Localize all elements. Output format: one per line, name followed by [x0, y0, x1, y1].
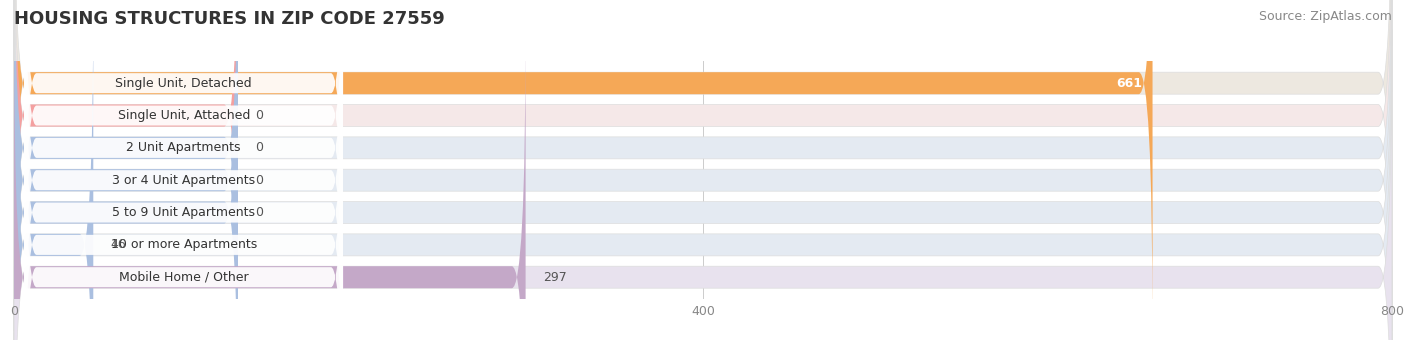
FancyBboxPatch shape: [14, 0, 1153, 331]
FancyBboxPatch shape: [24, 0, 343, 340]
FancyBboxPatch shape: [14, 0, 1392, 340]
FancyBboxPatch shape: [14, 0, 238, 340]
Text: 2 Unit Apartments: 2 Unit Apartments: [127, 141, 240, 154]
FancyBboxPatch shape: [14, 30, 1392, 340]
FancyBboxPatch shape: [24, 0, 343, 300]
Text: Single Unit, Attached: Single Unit, Attached: [118, 109, 250, 122]
FancyBboxPatch shape: [14, 0, 1392, 340]
Text: 661: 661: [1116, 77, 1142, 90]
FancyBboxPatch shape: [14, 0, 1392, 331]
Text: 0: 0: [256, 141, 263, 154]
Text: 0: 0: [256, 109, 263, 122]
FancyBboxPatch shape: [24, 61, 343, 340]
Text: Single Unit, Detached: Single Unit, Detached: [115, 77, 252, 90]
FancyBboxPatch shape: [14, 0, 238, 340]
FancyBboxPatch shape: [24, 0, 343, 340]
FancyBboxPatch shape: [24, 0, 343, 332]
FancyBboxPatch shape: [14, 30, 526, 340]
FancyBboxPatch shape: [24, 0, 343, 340]
Text: HOUSING STRUCTURES IN ZIP CODE 27559: HOUSING STRUCTURES IN ZIP CODE 27559: [14, 10, 444, 28]
FancyBboxPatch shape: [14, 0, 238, 340]
Text: 46: 46: [111, 238, 127, 251]
Text: 0: 0: [256, 206, 263, 219]
Text: 5 to 9 Unit Apartments: 5 to 9 Unit Apartments: [112, 206, 256, 219]
Text: Mobile Home / Other: Mobile Home / Other: [120, 271, 249, 284]
FancyBboxPatch shape: [24, 29, 343, 340]
FancyBboxPatch shape: [14, 0, 1392, 340]
Text: 297: 297: [543, 271, 567, 284]
Text: 3 or 4 Unit Apartments: 3 or 4 Unit Apartments: [112, 174, 256, 187]
Text: 10 or more Apartments: 10 or more Apartments: [111, 238, 257, 251]
Text: Source: ZipAtlas.com: Source: ZipAtlas.com: [1258, 10, 1392, 23]
FancyBboxPatch shape: [14, 0, 1392, 340]
FancyBboxPatch shape: [14, 0, 1392, 340]
FancyBboxPatch shape: [14, 0, 93, 340]
FancyBboxPatch shape: [14, 0, 238, 340]
Text: 0: 0: [256, 174, 263, 187]
